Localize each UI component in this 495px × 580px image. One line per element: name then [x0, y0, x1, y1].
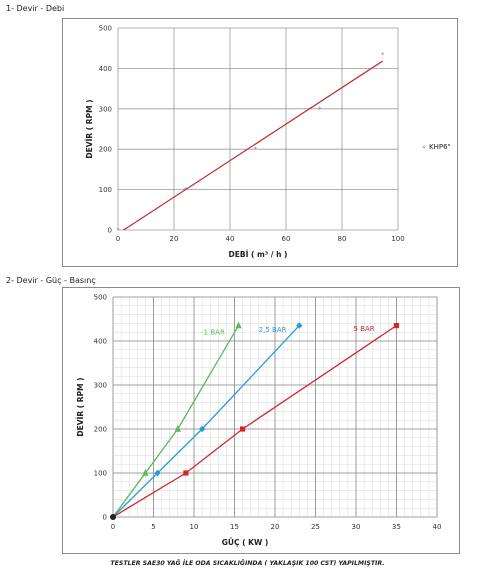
c1-xtick-label: 20	[170, 235, 179, 243]
c2-ytick-label: 200	[94, 426, 107, 434]
c2-series-label: 1 BAR	[204, 328, 225, 336]
c2-series-point	[198, 425, 206, 433]
c1-ytick-label: 0	[108, 227, 112, 235]
c2-ytick-label: 0	[103, 514, 107, 522]
c2-ytick-label: 300	[94, 382, 107, 390]
c2-series-point	[235, 321, 242, 329]
c2-xtick-label: 5	[151, 523, 155, 531]
c2-series-label: 2,5 BAR	[259, 326, 287, 334]
c2-y-axis-label: DEVİR ( RPM )	[76, 377, 85, 436]
c2-series-line	[112, 325, 300, 518]
c1-ytick-label: 400	[99, 65, 112, 73]
chart-frame-2	[62, 287, 460, 554]
c2-series-point	[296, 322, 303, 329]
c1-xtick-label: 60	[282, 235, 291, 243]
c2-series-line	[112, 325, 397, 518]
c2-xtick-label: 30	[352, 523, 361, 531]
c1-point: *	[116, 227, 120, 235]
c1-xtick-label: 80	[338, 235, 347, 243]
chart-frame-1	[62, 18, 458, 267]
c1-ytick-label: 300	[99, 105, 112, 113]
c1-ytick-label: 100	[99, 186, 112, 194]
c1-legend-marker: *	[422, 145, 426, 153]
c1-legend-label: KHP6"	[429, 143, 451, 151]
c1-trendline	[123, 60, 383, 231]
c1-point: *	[318, 105, 322, 113]
section-title-2: 2- Devir - Güç - Basınç	[6, 276, 96, 285]
c2-series-point	[183, 470, 189, 476]
c2-series-point	[240, 426, 246, 432]
section-title-1: 1- Devir - Debi	[6, 4, 65, 13]
c2-origin-point	[110, 514, 116, 520]
c1-xtick-label: 0	[116, 235, 120, 243]
c2-series-point	[154, 469, 161, 477]
c2-xtick-label: 25	[311, 523, 320, 531]
c2-ytick-label: 500	[94, 294, 107, 302]
c2-xtick-label: 20	[271, 523, 280, 531]
c1-point: *	[183, 186, 187, 194]
c1-x-axis-label: DEBİ ( m³ / h )	[229, 250, 288, 259]
c1-y-axis-label: DEVİR ( RPM )	[85, 99, 94, 158]
c2-xtick-label: 40	[433, 523, 442, 531]
c1-point: *	[381, 51, 385, 59]
c2-series-label: 5 BAR	[354, 325, 375, 333]
c2-series-point	[142, 469, 149, 476]
c2-series-point	[393, 323, 400, 329]
c2-xtick-label: 15	[230, 523, 239, 531]
c2-xtick-label: 10	[190, 523, 199, 531]
c1-xtick-label: 40	[226, 235, 235, 243]
footer-note: TESTLER SAE30 YAĞ İLE ODA SICAKLIĞINDA (…	[110, 560, 385, 567]
c1-point: *	[253, 146, 257, 154]
c1-xtick-label: 100	[391, 235, 404, 243]
c2-xtick-label: 35	[392, 523, 401, 531]
c2-ytick-label: 100	[94, 470, 107, 478]
c2-series-line	[112, 325, 240, 518]
c1-ytick-label: 200	[99, 146, 112, 154]
c2-x-axis-label: GÜÇ ( KW )	[222, 538, 269, 547]
c2-series-point	[174, 425, 181, 432]
c1-ytick-label: 500	[99, 25, 112, 33]
c2-xtick-label: 0	[111, 523, 115, 531]
c2-ytick-label: 400	[94, 338, 107, 346]
